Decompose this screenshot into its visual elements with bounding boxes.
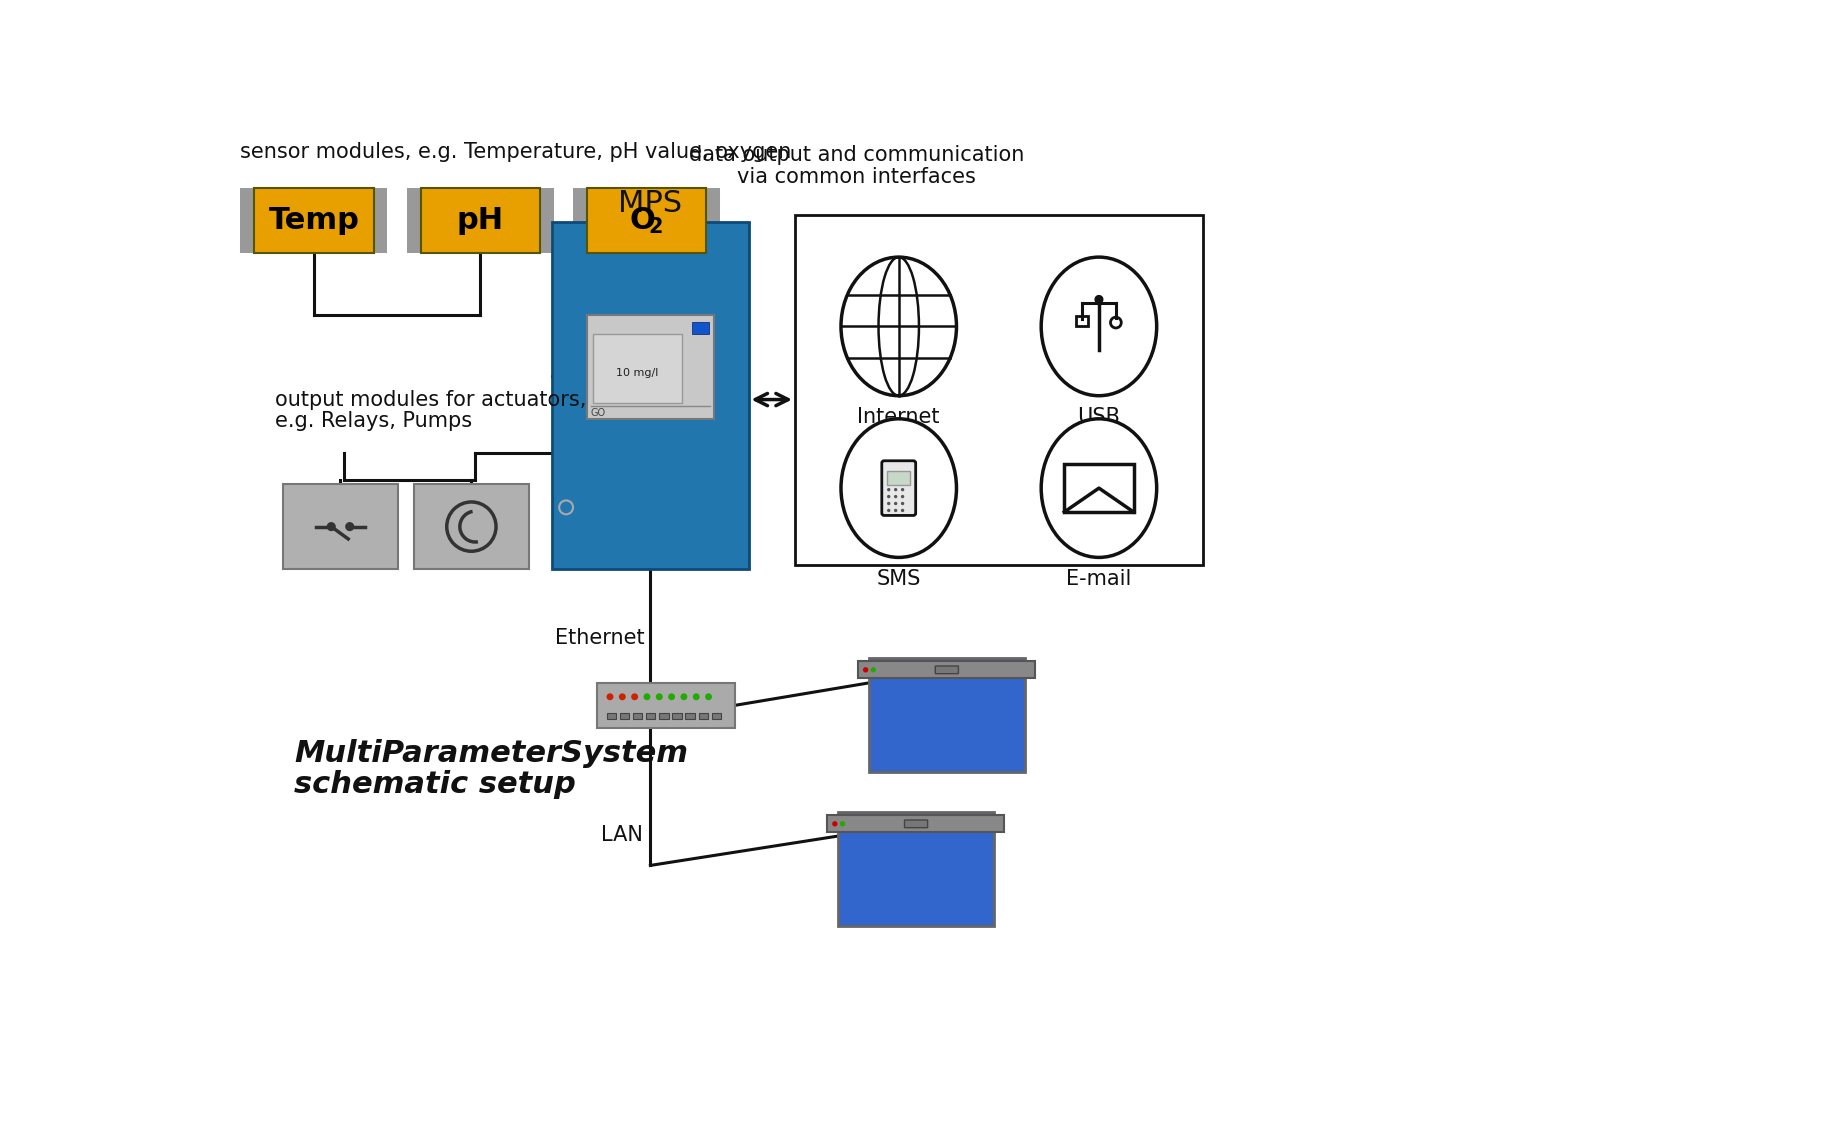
FancyBboxPatch shape	[672, 713, 681, 719]
Text: e.g. Relays, Pumps: e.g. Relays, Pumps	[276, 411, 473, 432]
Text: LAN: LAN	[600, 824, 642, 845]
FancyBboxPatch shape	[692, 321, 710, 334]
FancyBboxPatch shape	[241, 188, 254, 254]
Circle shape	[704, 693, 712, 700]
Text: GO: GO	[591, 408, 606, 418]
Circle shape	[832, 821, 838, 827]
FancyBboxPatch shape	[597, 683, 735, 728]
Text: USB: USB	[1077, 408, 1121, 427]
Circle shape	[840, 821, 845, 827]
FancyBboxPatch shape	[712, 713, 721, 719]
Circle shape	[655, 693, 662, 700]
Circle shape	[871, 667, 876, 673]
Circle shape	[619, 693, 626, 700]
FancyBboxPatch shape	[659, 713, 668, 719]
Circle shape	[887, 502, 891, 505]
FancyBboxPatch shape	[420, 188, 540, 254]
Ellipse shape	[841, 419, 956, 558]
FancyBboxPatch shape	[540, 188, 553, 254]
Circle shape	[1095, 296, 1102, 303]
Circle shape	[902, 502, 903, 505]
FancyBboxPatch shape	[934, 666, 958, 674]
FancyBboxPatch shape	[881, 460, 916, 515]
FancyBboxPatch shape	[573, 188, 588, 254]
FancyBboxPatch shape	[706, 188, 721, 254]
Circle shape	[894, 509, 898, 512]
FancyBboxPatch shape	[646, 713, 655, 719]
FancyBboxPatch shape	[553, 223, 748, 569]
Text: schematic setup: schematic setup	[294, 770, 577, 799]
Circle shape	[894, 488, 898, 491]
FancyBboxPatch shape	[593, 334, 681, 403]
FancyBboxPatch shape	[905, 820, 927, 828]
Text: SMS: SMS	[876, 569, 922, 589]
Circle shape	[894, 502, 898, 505]
Ellipse shape	[1042, 419, 1157, 558]
Text: output modules for actuators,: output modules for actuators,	[276, 389, 586, 410]
FancyBboxPatch shape	[254, 188, 374, 254]
FancyBboxPatch shape	[620, 713, 630, 719]
Circle shape	[887, 495, 891, 498]
Text: Temp: Temp	[268, 205, 360, 235]
Circle shape	[631, 693, 639, 700]
FancyBboxPatch shape	[633, 713, 642, 719]
Circle shape	[887, 509, 891, 512]
Circle shape	[863, 667, 869, 673]
FancyBboxPatch shape	[686, 713, 695, 719]
FancyBboxPatch shape	[588, 315, 714, 419]
Circle shape	[644, 693, 650, 700]
Text: sensor modules, e.g. Temperature, pH value, oxygen: sensor modules, e.g. Temperature, pH val…	[241, 141, 792, 162]
Circle shape	[894, 495, 898, 498]
Circle shape	[902, 509, 903, 512]
FancyBboxPatch shape	[827, 815, 1004, 832]
Circle shape	[327, 522, 336, 530]
Text: Ethernet: Ethernet	[555, 628, 644, 649]
Circle shape	[902, 488, 903, 491]
Circle shape	[887, 488, 891, 491]
FancyBboxPatch shape	[869, 658, 1026, 773]
Text: pH: pH	[456, 205, 504, 235]
Circle shape	[902, 495, 903, 498]
Text: MultiParameterSystem: MultiParameterSystem	[294, 739, 688, 768]
Text: 2: 2	[648, 217, 662, 236]
Text: via common interfaces: via common interfaces	[737, 166, 976, 187]
Text: Internet: Internet	[858, 408, 940, 427]
Ellipse shape	[1042, 257, 1157, 396]
Circle shape	[681, 693, 688, 700]
FancyBboxPatch shape	[608, 713, 617, 719]
Circle shape	[694, 693, 699, 700]
FancyBboxPatch shape	[1064, 464, 1133, 512]
Circle shape	[347, 522, 354, 530]
Circle shape	[668, 693, 675, 700]
FancyBboxPatch shape	[887, 471, 911, 484]
Text: 10 mg/l: 10 mg/l	[617, 367, 659, 378]
FancyBboxPatch shape	[838, 813, 995, 926]
FancyBboxPatch shape	[414, 484, 529, 569]
Ellipse shape	[841, 257, 956, 396]
FancyBboxPatch shape	[588, 188, 706, 254]
Text: MPS: MPS	[619, 188, 683, 218]
FancyBboxPatch shape	[374, 188, 387, 254]
FancyBboxPatch shape	[283, 484, 398, 569]
FancyBboxPatch shape	[858, 661, 1035, 678]
Circle shape	[606, 693, 613, 700]
FancyBboxPatch shape	[699, 713, 708, 719]
Text: E-mail: E-mail	[1066, 569, 1132, 589]
FancyBboxPatch shape	[407, 188, 420, 254]
Text: O: O	[630, 205, 655, 235]
Text: data output and communication: data output and communication	[688, 146, 1024, 165]
